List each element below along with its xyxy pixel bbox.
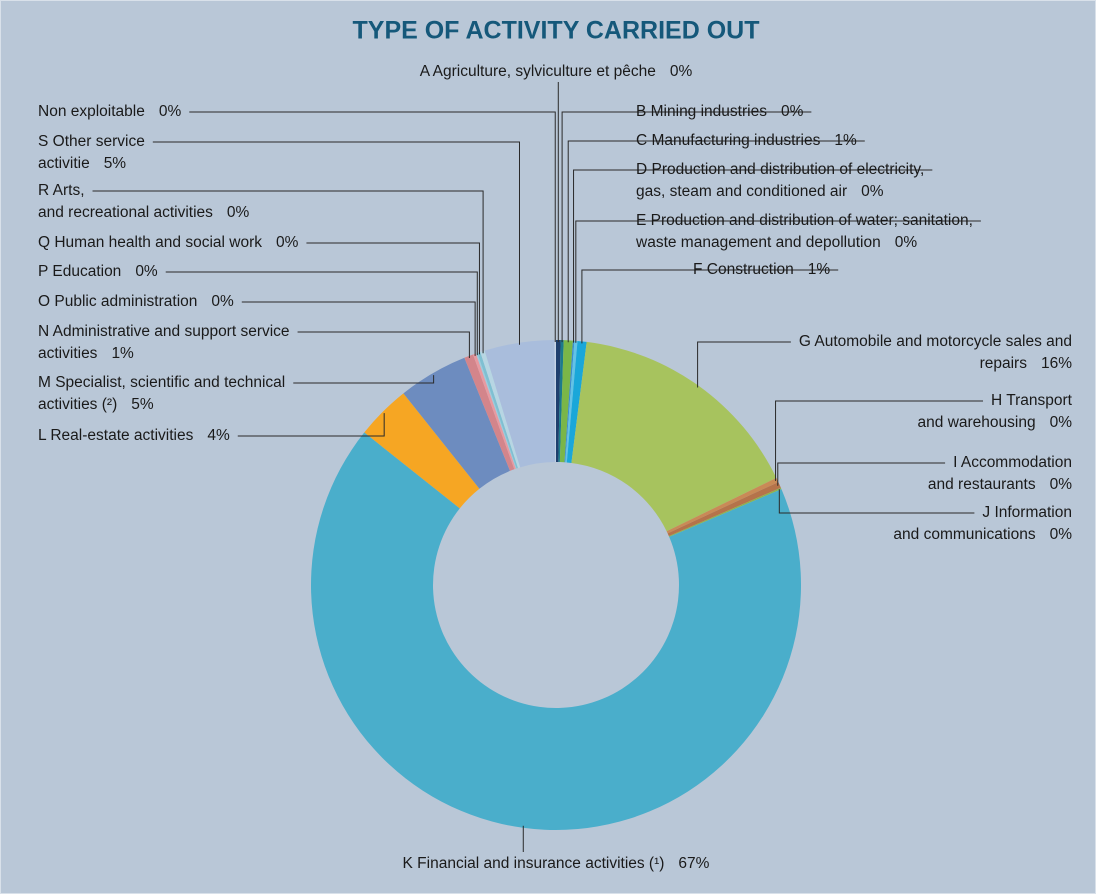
- leader-line: [697, 341, 791, 388]
- category-label: E Production and distribution of water; …: [636, 212, 973, 229]
- donut-slice: [666, 477, 779, 534]
- value-label: 0%: [895, 234, 918, 251]
- category-label: H Transport: [991, 392, 1073, 409]
- category-label: Non exploitable: [38, 103, 145, 120]
- category-label: repairs: [980, 355, 1028, 372]
- value-label: 0%: [670, 63, 693, 80]
- leader-line: [189, 111, 556, 343]
- value-label: 67%: [678, 855, 709, 872]
- donut-slice: [475, 352, 517, 469]
- leader-line: [306, 242, 480, 355]
- category-label: S Other service: [38, 133, 145, 150]
- value-label: 0%: [861, 183, 884, 200]
- category-label: A Agriculture, sylviculture et pêche: [420, 63, 656, 80]
- category-label: C Manufacturing industries: [636, 132, 821, 149]
- category-label: R Arts,: [38, 182, 85, 199]
- chart-title: TYPE OF ACTIVITY CARRIED OUT: [353, 17, 760, 45]
- category-label: P Education: [38, 263, 121, 280]
- category-label: G Automobile and motorcycle sales and: [799, 333, 1072, 350]
- donut-slice: [564, 340, 575, 463]
- donut-slice: [565, 340, 578, 463]
- leader-line: [92, 190, 484, 354]
- value-label: 0%: [1050, 414, 1073, 431]
- value-label: 1%: [834, 132, 857, 149]
- leader-line: [775, 400, 984, 481]
- leader-line: [297, 331, 470, 358]
- category-label: Q Human health and social work: [38, 234, 262, 251]
- leaders: [92, 82, 984, 852]
- category-label: activities: [38, 345, 98, 362]
- category-label: O Public administration: [38, 293, 197, 310]
- value-label: 0%: [227, 204, 250, 221]
- value-label: 5%: [131, 396, 154, 413]
- donut-slice: [480, 350, 521, 469]
- value-label: 0%: [211, 293, 234, 310]
- value-label: 0%: [1050, 526, 1073, 543]
- leader-line: [573, 169, 933, 343]
- donut-slice: [484, 340, 556, 468]
- leader-line: [778, 489, 975, 514]
- category-label: and recreational activities: [38, 204, 213, 221]
- leader-line: [237, 413, 385, 437]
- slices: [310, 340, 801, 830]
- category-label: activities (²): [38, 396, 117, 413]
- value-label: 0%: [781, 103, 804, 120]
- leader-line: [165, 271, 478, 356]
- leader-line: [581, 269, 839, 344]
- donut-slice: [667, 482, 781, 537]
- donut-slice: [558, 340, 564, 463]
- leader-line: [561, 111, 812, 343]
- donut-slice: [364, 393, 480, 509]
- value-label: 4%: [207, 427, 230, 444]
- donut-slice: [571, 341, 777, 532]
- category-label: and warehousing: [918, 414, 1036, 431]
- leader-line: [241, 301, 476, 356]
- category-label: N Administrative and support service: [38, 323, 290, 340]
- donut-slice: [403, 357, 511, 489]
- category-label: activitie: [38, 155, 90, 172]
- category-label: I Accommodation: [953, 454, 1072, 471]
- category-label: B Mining industries: [636, 103, 767, 120]
- category-label: K Financial and insurance activities (¹): [403, 855, 665, 872]
- donut-slice: [477, 351, 518, 469]
- value-label: 0%: [159, 103, 182, 120]
- category-label: gas, steam and conditioned air: [636, 183, 847, 200]
- value-label: 0%: [135, 263, 158, 280]
- value-label: 1%: [808, 261, 831, 278]
- category-label: L Real-estate activities: [38, 427, 194, 444]
- leader-line: [293, 375, 435, 384]
- donut-slice: [559, 340, 573, 463]
- donut-slice: [310, 432, 801, 830]
- donut-slice: [566, 340, 587, 463]
- donut-slice: [668, 487, 782, 537]
- category-label: M Specialist, scientific and technical: [38, 374, 285, 391]
- leader-line: [152, 141, 520, 345]
- value-label: 0%: [276, 234, 299, 251]
- donut-slice: [464, 354, 515, 471]
- donut-slice: [554, 340, 556, 463]
- category-label: and restaurants: [928, 476, 1036, 493]
- value-label: 5%: [104, 155, 127, 172]
- donut-slice: [473, 353, 516, 470]
- category-label: and communications: [893, 526, 1035, 543]
- leader-line: [567, 140, 865, 343]
- value-label: 1%: [111, 345, 134, 362]
- value-label: 0%: [1050, 476, 1073, 493]
- leader-line: [575, 220, 981, 343]
- leader-line: [777, 462, 946, 486]
- donut-slice: [556, 340, 561, 463]
- category-label: waste management and depollution: [635, 234, 881, 251]
- category-label: F Construction: [693, 261, 794, 278]
- category-label: D Production and distribution of electri…: [636, 161, 924, 178]
- value-label: 16%: [1041, 355, 1072, 372]
- category-label: J Information: [982, 504, 1072, 521]
